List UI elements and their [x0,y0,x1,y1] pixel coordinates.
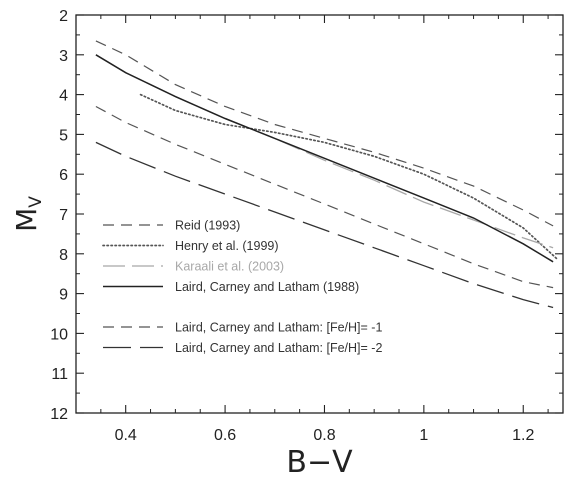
x-tick-label: 1 [419,427,428,444]
y-tick-label: 10 [50,326,68,343]
y-tick-label: 5 [59,127,68,144]
series-line-2 [139,93,559,261]
legend-label: Reid (1993) [175,219,240,233]
x-tick-label: 0.4 [115,427,137,444]
y-tick-label: 7 [59,207,68,224]
legend-label: Laird, Carney and Latham (1988) [175,280,359,294]
x-axis: 0.4 0.6 0.8 1 1.2 [75,15,549,444]
y-tick-label: 3 [59,48,68,65]
y-tick-label: 11 [51,366,68,383]
y-tick-label: 4 [59,88,68,105]
y-tick-label: 12 [50,406,68,423]
legend: Reid (1993) Henry et al. (1999) Karaali et… [102,219,382,355]
series-line-5 [95,105,554,289]
legend-label: Henry et al. (1999) [175,239,279,253]
y-tick-label: 6 [59,167,68,184]
series-line-6 [95,141,554,309]
y-tick-label: 9 [59,287,68,304]
series-line-4 [95,54,554,263]
x-axis-label: B−V [286,445,353,478]
plot-lines [95,40,559,309]
legend-label: Laird, Carney and Latham: [Fe/H]= -2 [175,341,382,355]
series-line-1 [95,40,554,227]
y-tick-label: 2 [59,8,68,25]
legend-label: Karaali et al. (2003) [175,260,284,274]
y-axis: 2 3 4 5 6 7 8 9 10 11 12 [50,8,563,423]
y-axis-label-subscript: V [26,196,46,208]
y-axis-label-main: M [10,208,43,232]
x-tick-label: 1.2 [512,427,534,444]
x-tick-label: 0.8 [313,427,335,444]
x-tick-label: 0.6 [214,427,236,444]
y-tick-label: 8 [59,247,68,264]
legend-label: Laird, Carney and Latham: [Fe/H]= -1 [175,321,382,335]
series-line-3 [95,54,554,249]
y-axis-label: MV [10,196,46,232]
